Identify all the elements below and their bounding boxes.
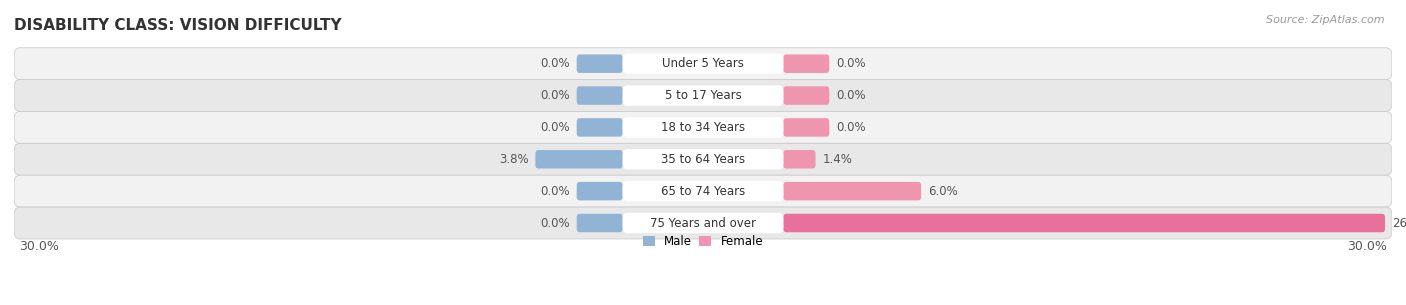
FancyBboxPatch shape: [623, 85, 783, 106]
Text: 0.0%: 0.0%: [540, 57, 569, 70]
FancyBboxPatch shape: [623, 181, 783, 201]
FancyBboxPatch shape: [576, 86, 623, 105]
Text: 0.0%: 0.0%: [837, 89, 866, 102]
Text: 0.0%: 0.0%: [540, 217, 569, 230]
Text: 0.0%: 0.0%: [540, 185, 569, 198]
FancyBboxPatch shape: [14, 143, 1392, 175]
FancyBboxPatch shape: [623, 213, 783, 233]
FancyBboxPatch shape: [623, 53, 783, 74]
Text: 5 to 17 Years: 5 to 17 Years: [665, 89, 741, 102]
FancyBboxPatch shape: [14, 80, 1392, 112]
FancyBboxPatch shape: [783, 182, 921, 200]
FancyBboxPatch shape: [576, 118, 623, 137]
FancyBboxPatch shape: [14, 207, 1392, 239]
FancyBboxPatch shape: [14, 112, 1392, 143]
FancyBboxPatch shape: [623, 117, 783, 138]
Text: DISABILITY CLASS: VISION DIFFICULTY: DISABILITY CLASS: VISION DIFFICULTY: [14, 18, 342, 34]
Text: 0.0%: 0.0%: [540, 89, 569, 102]
Legend: Male, Female: Male, Female: [638, 230, 768, 253]
Text: 65 to 74 Years: 65 to 74 Years: [661, 185, 745, 198]
Text: 35 to 64 Years: 35 to 64 Years: [661, 153, 745, 166]
Text: 6.0%: 6.0%: [928, 185, 957, 198]
FancyBboxPatch shape: [783, 86, 830, 105]
Text: 0.0%: 0.0%: [837, 57, 866, 70]
FancyBboxPatch shape: [783, 118, 830, 137]
FancyBboxPatch shape: [576, 55, 623, 73]
Text: 75 Years and over: 75 Years and over: [650, 217, 756, 230]
Text: 18 to 34 Years: 18 to 34 Years: [661, 121, 745, 134]
Text: 0.0%: 0.0%: [837, 121, 866, 134]
FancyBboxPatch shape: [783, 150, 815, 169]
Text: Source: ZipAtlas.com: Source: ZipAtlas.com: [1267, 15, 1385, 25]
FancyBboxPatch shape: [783, 55, 830, 73]
Text: Under 5 Years: Under 5 Years: [662, 57, 744, 70]
FancyBboxPatch shape: [576, 214, 623, 232]
FancyBboxPatch shape: [14, 48, 1392, 80]
FancyBboxPatch shape: [623, 149, 783, 170]
Text: 1.4%: 1.4%: [823, 153, 852, 166]
Text: 30.0%: 30.0%: [1347, 240, 1388, 253]
FancyBboxPatch shape: [783, 214, 1385, 232]
FancyBboxPatch shape: [536, 150, 623, 169]
Text: 0.0%: 0.0%: [540, 121, 569, 134]
Text: 3.8%: 3.8%: [499, 153, 529, 166]
FancyBboxPatch shape: [576, 182, 623, 200]
FancyBboxPatch shape: [14, 175, 1392, 207]
Text: 26.2%: 26.2%: [1392, 217, 1406, 230]
Text: 30.0%: 30.0%: [18, 240, 59, 253]
